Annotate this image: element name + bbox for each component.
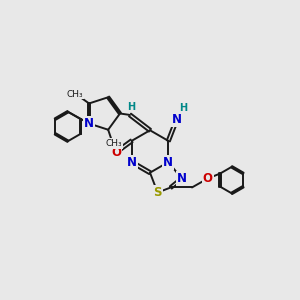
Text: N: N bbox=[177, 172, 187, 185]
Text: H: H bbox=[128, 102, 136, 112]
Text: CH₃: CH₃ bbox=[67, 89, 83, 98]
Text: N: N bbox=[127, 156, 136, 169]
Text: CH₃: CH₃ bbox=[106, 139, 122, 148]
Text: H: H bbox=[180, 103, 188, 113]
Text: N: N bbox=[164, 156, 173, 169]
Text: S: S bbox=[153, 186, 162, 199]
Text: N: N bbox=[84, 117, 94, 130]
Text: O: O bbox=[111, 146, 121, 159]
Text: O: O bbox=[202, 172, 213, 185]
Text: N: N bbox=[172, 113, 182, 126]
